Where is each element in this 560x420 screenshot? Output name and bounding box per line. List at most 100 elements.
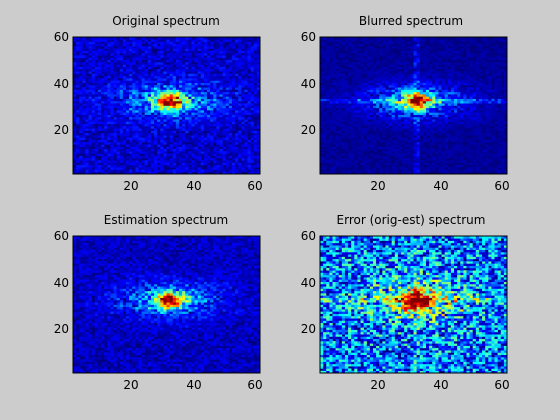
- heatmap-cell: [82, 119, 86, 122]
- heatmap-cell: [163, 46, 167, 49]
- heatmap-cell: [478, 158, 483, 161]
- heatmap-cell: [332, 142, 336, 145]
- heatmap-cell: [379, 114, 383, 118]
- heatmap-cell: [76, 132, 80, 136]
- heatmap-cell: [150, 105, 155, 109]
- heatmap-cell: [354, 112, 358, 115]
- heatmap-cell: [235, 162, 239, 166]
- heatmap-cell: [110, 103, 114, 106]
- heatmap-cell: [419, 110, 424, 113]
- heatmap-cell: [253, 148, 258, 152]
- heatmap-cell: [457, 121, 461, 125]
- heatmap-cell: [366, 103, 371, 106]
- heatmap-cell: [407, 164, 411, 168]
- heatmap-cell: [447, 107, 452, 111]
- heatmap-cell: [185, 128, 189, 131]
- heatmap-cell: [348, 121, 352, 125]
- heatmap-cell: [200, 107, 205, 111]
- heatmap-cell: [110, 132, 114, 136]
- heatmap-cell: [466, 114, 470, 118]
- heatmap-cell: [475, 110, 480, 113]
- heatmap-cell: [394, 155, 399, 159]
- heatmap-cell: [194, 94, 198, 97]
- heatmap-cell: [360, 139, 364, 143]
- heatmap-cell: [438, 158, 442, 161]
- heatmap-cell: [348, 89, 352, 93]
- heatmap-cell: [216, 78, 220, 81]
- heatmap-cell: [344, 107, 349, 111]
- heatmap-cell: [185, 103, 189, 106]
- heatmap-cell: [88, 87, 92, 90]
- heatmap-cell: [82, 73, 86, 77]
- heatmap-cell: [113, 48, 117, 51]
- heatmap-cell: [210, 158, 214, 161]
- heatmap-cell: [157, 94, 161, 97]
- heatmap-cell: [73, 132, 77, 136]
- heatmap-cell: [125, 121, 130, 125]
- heatmap-cell: [422, 160, 427, 163]
- heatmap-cell: [119, 139, 124, 143]
- heatmap-cell: [469, 155, 474, 159]
- heatmap-cell: [125, 37, 130, 40]
- heatmap-cell: [244, 94, 248, 97]
- heatmap-cell: [335, 130, 339, 134]
- heatmap-cell: [166, 100, 170, 104]
- heatmap-cell: [413, 146, 417, 150]
- heatmap-cell: [101, 132, 105, 136]
- heatmap-cell: [141, 57, 145, 61]
- heatmap-cell: [256, 107, 261, 111]
- heatmap-cell: [79, 87, 83, 90]
- heatmap-cell: [169, 71, 174, 74]
- heatmap-cell: [82, 132, 86, 136]
- heatmap-cell: [150, 146, 155, 150]
- heatmap-cell: [197, 98, 202, 102]
- heatmap-cell: [213, 55, 217, 58]
- heatmap-cell: [207, 169, 211, 173]
- heatmap-cell: [132, 66, 136, 70]
- heatmap-cell: [163, 78, 167, 81]
- heatmap-cell: [238, 107, 242, 111]
- heatmap-cell: [422, 123, 427, 127]
- heatmap-cell: [73, 110, 77, 113]
- heatmap-cell: [147, 75, 152, 79]
- heatmap-cell: [203, 137, 208, 141]
- heatmap-cell: [472, 103, 477, 106]
- heatmap-cell: [241, 96, 245, 99]
- heatmap-cell: [219, 43, 223, 47]
- heatmap-cell: [231, 66, 236, 70]
- heatmap-cell: [348, 103, 352, 106]
- heatmap-cell: [200, 105, 205, 109]
- heatmap-cell: [210, 164, 214, 168]
- heatmap-cell: [194, 135, 198, 138]
- heatmap-cell: [372, 169, 377, 173]
- heatmap-cell: [144, 167, 149, 170]
- heatmap-cell: [141, 55, 145, 58]
- heatmap-cell: [169, 41, 174, 45]
- heatmap-cell: [422, 112, 427, 115]
- heatmap-cell: [244, 160, 248, 163]
- heatmap-cell: [354, 116, 358, 120]
- heatmap-cell: [104, 96, 108, 99]
- heatmap-cell: [157, 137, 161, 141]
- heatmap-cell: [132, 158, 136, 161]
- heatmap-cell: [397, 105, 402, 109]
- heatmap-cell: [163, 160, 167, 163]
- heatmap-cell: [207, 119, 211, 122]
- heatmap-cell: [85, 62, 89, 65]
- heatmap-cell: [241, 110, 245, 113]
- heatmap-cell: [235, 80, 239, 83]
- heatmap-cell: [401, 146, 405, 150]
- heatmap-cell: [182, 169, 186, 173]
- heatmap-cell: [460, 135, 464, 138]
- heatmap-cell: [203, 48, 208, 51]
- heatmap-cell: [197, 66, 202, 70]
- heatmap-cell: [166, 43, 170, 47]
- heatmap-cell: [351, 96, 355, 99]
- heatmap-cell: [138, 105, 142, 109]
- heatmap-cell: [500, 94, 505, 97]
- heatmap-cell: [107, 137, 111, 141]
- heatmap-cell: [110, 126, 114, 129]
- heatmap-cell: [225, 137, 230, 141]
- heatmap-cell: [110, 64, 114, 67]
- heatmap-cell: [207, 151, 211, 154]
